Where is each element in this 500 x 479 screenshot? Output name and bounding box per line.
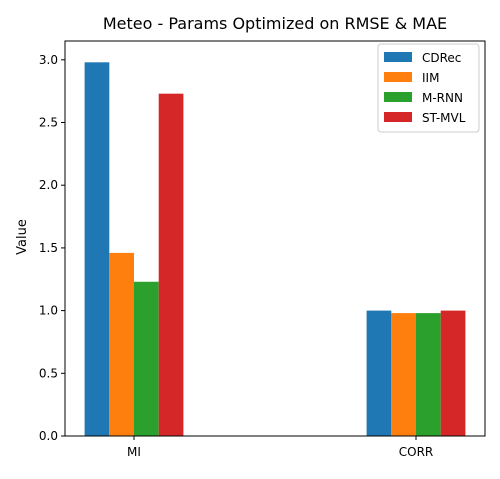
bar-cdrec-mi	[84, 62, 110, 436]
x-tick-label: CORR	[399, 445, 434, 459]
legend-label-iim: IIM	[422, 71, 439, 85]
y-axis-label: Value	[15, 219, 30, 255]
y-tick-label: 1.0	[39, 304, 58, 318]
chart-title: Meteo - Params Optimized on RMSE & MAE	[103, 14, 447, 33]
bar-iim-mi	[109, 252, 134, 436]
plot-frame	[64, 40, 486, 437]
bar-st-mvl-mi	[158, 93, 184, 437]
bar-st-mvl-corr	[440, 310, 466, 436]
legend-swatch-m-rnn	[384, 92, 412, 102]
legend: CDRec IIM M-RNN ST-MVL	[377, 43, 480, 133]
y-tick-label: 2.0	[39, 178, 58, 192]
legend-box	[377, 43, 480, 133]
y-tick-label: 0.5	[39, 366, 58, 380]
bar-m-rnn-corr	[416, 313, 441, 436]
bar-m-rnn-mi	[134, 281, 159, 436]
y-tick-label: 1.5	[39, 241, 58, 255]
y-tick-label: 2.5	[39, 116, 58, 130]
bars-group	[84, 62, 466, 437]
y-tick-label: 0.0	[39, 429, 58, 443]
legend-label-cdrec: CDRec	[422, 51, 461, 65]
bar-iim-corr	[391, 313, 416, 436]
axes-group: 0.0 0.5 1.0 1.5 2.0 2.5 3.0 MI CORR	[39, 40, 486, 459]
legend-swatch-cdrec	[384, 52, 412, 62]
legend-swatch-st-mvl	[384, 112, 412, 122]
x-tick-label: MI	[127, 445, 141, 459]
bar-cdrec-corr	[366, 310, 392, 436]
y-tick-label: 3.0	[39, 53, 58, 67]
legend-label-m-rnn: M-RNN	[422, 91, 463, 105]
legend-label-st-mvl: ST-MVL	[422, 111, 466, 125]
legend-swatch-iim	[384, 72, 412, 82]
